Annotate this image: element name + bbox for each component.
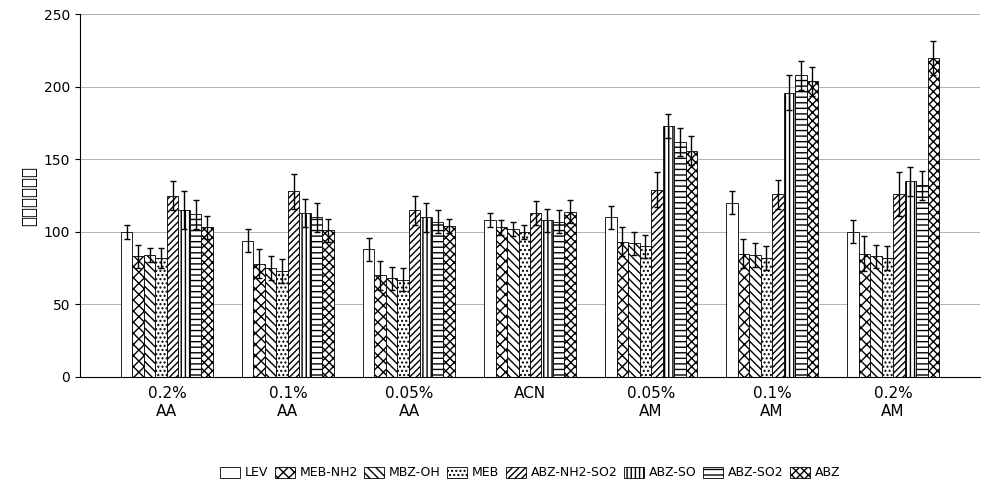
Bar	[541, 220, 553, 377]
Bar	[628, 243, 640, 377]
Bar	[155, 258, 167, 377]
Bar	[299, 213, 311, 377]
Bar	[144, 255, 155, 377]
Bar	[738, 254, 749, 377]
Bar	[397, 280, 409, 377]
Bar	[242, 241, 253, 377]
Bar	[288, 191, 299, 377]
Bar	[265, 268, 276, 377]
Bar	[807, 81, 818, 377]
Bar	[859, 254, 870, 377]
Bar	[663, 126, 674, 377]
Bar	[363, 249, 374, 377]
Bar	[870, 256, 882, 377]
Bar	[772, 194, 784, 377]
Bar	[605, 217, 617, 377]
Bar	[749, 255, 761, 377]
Y-axis label: 回收率（％）: 回收率（％）	[20, 166, 38, 226]
Bar	[484, 220, 496, 377]
Bar	[651, 190, 663, 377]
Bar	[686, 151, 697, 377]
Bar	[432, 222, 443, 377]
Bar	[847, 232, 859, 377]
Bar	[882, 258, 893, 377]
Bar	[519, 232, 530, 377]
Bar	[132, 256, 144, 377]
Bar	[121, 232, 132, 377]
Bar	[190, 214, 201, 377]
Bar	[167, 196, 178, 377]
Bar	[893, 194, 905, 377]
Bar	[443, 226, 455, 377]
Bar	[178, 210, 190, 377]
Bar	[311, 217, 322, 377]
Bar	[386, 278, 397, 377]
Bar	[374, 275, 386, 377]
Bar	[420, 217, 432, 377]
Bar	[553, 222, 564, 377]
Bar	[905, 181, 916, 377]
Bar	[916, 185, 928, 377]
Bar	[726, 203, 738, 377]
Bar	[253, 264, 265, 377]
Bar	[564, 212, 576, 377]
Bar	[322, 230, 334, 377]
Bar	[640, 246, 651, 377]
Bar	[530, 213, 541, 377]
Legend: LEV, MEB-NH2, MBZ-OH, MEB, ABZ-NH2-SO2, ABZ-SO, ABZ-SO2, ABZ: LEV, MEB-NH2, MBZ-OH, MEB, ABZ-NH2-SO2, …	[216, 463, 844, 483]
Bar	[276, 271, 288, 377]
Bar	[674, 142, 686, 377]
Bar	[409, 210, 420, 377]
Bar	[507, 229, 519, 377]
Bar	[496, 227, 507, 377]
Bar	[784, 93, 795, 377]
Bar	[795, 75, 807, 377]
Bar	[928, 58, 939, 377]
Bar	[761, 258, 772, 377]
Bar	[617, 242, 628, 377]
Bar	[201, 227, 213, 377]
